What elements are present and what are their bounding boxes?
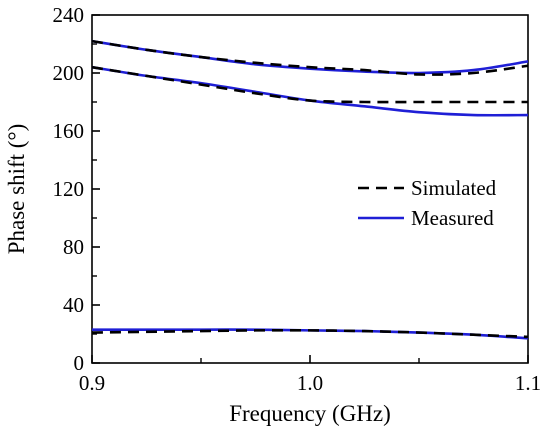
y-tick-label: 0: [74, 351, 85, 375]
simulated-curve: [91, 328, 529, 339]
y-tick-label: 240: [53, 3, 85, 27]
simulated-curve: [91, 65, 528, 104]
legend: Simulated Measured: [358, 176, 497, 230]
y-tick-label: 160: [53, 119, 85, 143]
axis-ticks: 0.9 1.0 1.1 0 40 80 120 160 200 240: [53, 3, 542, 395]
x-tick-label: 1.0: [297, 371, 323, 395]
measured-curve: [91, 65, 529, 117]
x-tick-label: 0.9: [79, 371, 105, 395]
data-series: [91, 39, 529, 340]
y-tick-label: 200: [53, 61, 85, 85]
y-tick-label: 120: [53, 177, 85, 201]
x-tick-label: 1.1: [515, 371, 541, 395]
y-tick-label: 80: [63, 235, 84, 259]
measured-curve: [91, 39, 529, 75]
legend-label-measured: Measured: [411, 206, 494, 230]
legend-label-simulated: Simulated: [411, 176, 497, 200]
y-tick-label: 40: [63, 293, 84, 317]
simulated-curve: [91, 39, 529, 76]
y-axis-title: Phase shift (°): [4, 124, 29, 255]
x-axis-title: Frequency (GHz): [229, 401, 391, 426]
